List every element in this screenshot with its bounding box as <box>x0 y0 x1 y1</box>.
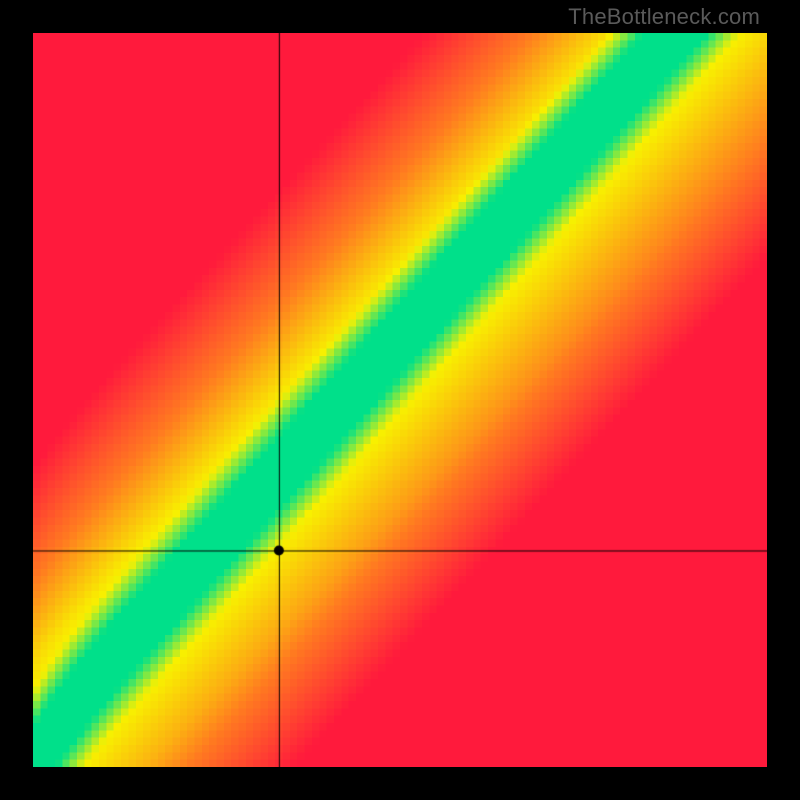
bottleneck-heatmap <box>33 33 767 767</box>
watermark-text: TheBottleneck.com <box>568 4 760 30</box>
chart-container: TheBottleneck.com <box>0 0 800 800</box>
